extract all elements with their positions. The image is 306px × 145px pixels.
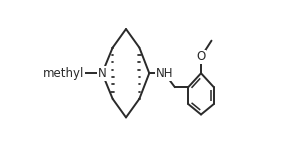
Text: methyl: methyl xyxy=(43,67,84,80)
Text: N: N xyxy=(98,67,106,80)
Text: NH: NH xyxy=(156,67,173,80)
Text: O: O xyxy=(196,50,206,64)
